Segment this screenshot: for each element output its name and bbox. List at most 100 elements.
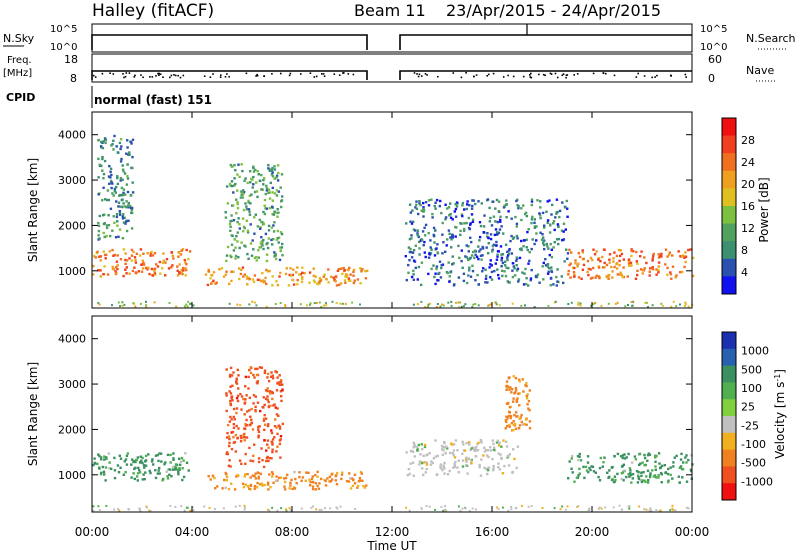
echo-pixel: [444, 505, 446, 508]
echo-pixel: [648, 509, 651, 512]
echo-pixel: [289, 267, 292, 270]
echo-pixel: [630, 264, 633, 267]
echo-pixel: [271, 506, 274, 509]
echo-pixel: [533, 221, 536, 224]
echo-pixel: [522, 245, 525, 248]
echo-pixel: [518, 392, 521, 395]
echo-pixel: [417, 212, 420, 216]
echo-pixel: [361, 479, 364, 482]
echo-pixel: [657, 253, 660, 256]
echo-region: [404, 198, 570, 287]
echo-pixel: [276, 215, 279, 218]
echo-pixel: [366, 269, 369, 273]
echo-pixel: [516, 204, 519, 207]
echo-pixel: [234, 246, 237, 249]
echo-pixel: [459, 233, 462, 237]
echo-pixel: [231, 399, 234, 402]
echo-pixel: [514, 386, 518, 390]
x-tick-label: 16:00: [475, 525, 510, 539]
echo-pixel: [489, 237, 493, 241]
echo-pixel: [408, 250, 412, 254]
echo-pixel: [176, 269, 179, 272]
echo-pixel: [268, 197, 272, 200]
echo-pixel: [183, 305, 186, 308]
echo-pixel: [607, 277, 610, 280]
echo-pixel: [145, 306, 148, 309]
nave-dot: [177, 74, 179, 77]
echo-pixel: [468, 510, 471, 512]
echo-pixel: [332, 276, 335, 279]
colorbar-tick-label: -1000: [741, 475, 773, 488]
echo-pixel: [600, 507, 603, 510]
echo-pixel: [266, 443, 269, 446]
echo-pixel: [520, 413, 523, 417]
echo-pixel: [139, 248, 143, 251]
echo-pixel: [472, 250, 475, 254]
echo-pixel: [270, 390, 274, 394]
echo-pixel: [422, 201, 425, 205]
echo-pixel: [488, 266, 491, 269]
echo-pixel: [141, 456, 144, 460]
echo-pixel: [277, 211, 280, 214]
echo-pixel: [108, 467, 111, 470]
echo-pixel: [490, 264, 493, 267]
echo-pixel: [112, 139, 115, 142]
echo-pixel: [279, 456, 282, 459]
echo-pixel: [271, 472, 275, 476]
echo-pixel: [244, 398, 247, 401]
echo-pixel: [579, 459, 583, 462]
nsky-trace: [91, 34, 692, 50]
echo-pixel: [251, 428, 255, 431]
echo-pixel: [567, 273, 570, 276]
echo-pixel: [335, 506, 338, 509]
echo-pixel: [241, 196, 244, 199]
echo-pixel: [638, 452, 642, 455]
nave-dot: [112, 73, 115, 75]
echo-pixel: [130, 254, 134, 257]
echo-pixel: [119, 179, 122, 182]
echo-pixel: [125, 152, 128, 155]
echo-pixel: [446, 447, 449, 450]
echo-pixel: [459, 222, 462, 225]
echo-pixel: [514, 507, 517, 510]
echo-pixel: [92, 463, 95, 467]
echo-pixel: [527, 407, 530, 410]
echo-pixel: [503, 270, 506, 273]
echo-pixel: [265, 459, 268, 463]
echo-pixel: [276, 237, 279, 240]
echo-pixel: [235, 212, 238, 215]
echo-pixel: [211, 281, 214, 284]
colorbar-tick-label: 100: [741, 382, 762, 395]
echo-pixel: [536, 273, 540, 276]
echo-pixel: [627, 473, 630, 476]
echo-pixel: [130, 463, 133, 466]
echo-pixel: [280, 205, 283, 209]
echo-pixel: [132, 472, 135, 475]
echo-pixel: [471, 269, 475, 273]
echo-pixel: [260, 366, 263, 369]
echo-pixel: [102, 186, 105, 189]
echo-pixel: [270, 238, 273, 242]
echo-pixel: [424, 201, 428, 204]
echo-pixel: [527, 399, 531, 403]
echo-pixel: [530, 268, 533, 272]
nave-dot: [343, 72, 345, 74]
echo-pixel: [226, 245, 230, 249]
echo-pixel: [139, 461, 142, 464]
echo-pixel: [164, 274, 167, 277]
echo-pixel: [438, 260, 442, 263]
echo-pixel: [507, 509, 510, 512]
echo-pixel: [335, 284, 339, 287]
echo-pixel: [669, 273, 673, 276]
nave-dot: [322, 73, 325, 75]
echo-pixel: [310, 477, 314, 481]
echo-pixel: [550, 248, 553, 251]
echo-pixel: [628, 507, 631, 510]
echo-pixel: [136, 479, 139, 482]
echo-pixel: [233, 488, 237, 491]
echo-pixel: [618, 264, 621, 267]
echo-pixel: [677, 250, 680, 253]
echo-pixel: [116, 264, 119, 267]
echo-pixel: [556, 223, 560, 226]
echo-pixel: [234, 257, 237, 260]
